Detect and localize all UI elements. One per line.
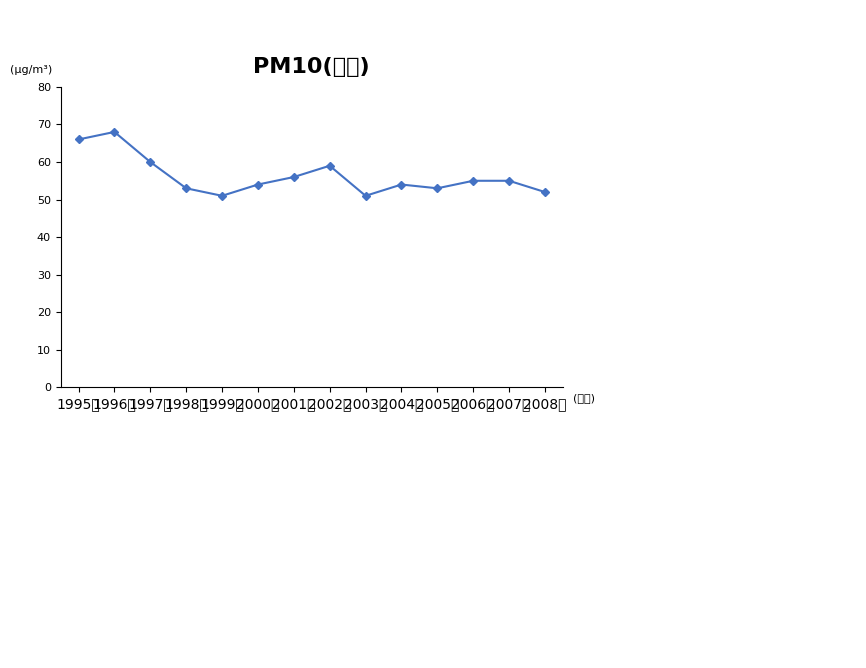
Title: PM10(전국): PM10(전국) [254, 57, 370, 77]
Text: (μg/m³): (μg/m³) [10, 65, 53, 75]
Text: (년도): (년도) [573, 393, 595, 403]
